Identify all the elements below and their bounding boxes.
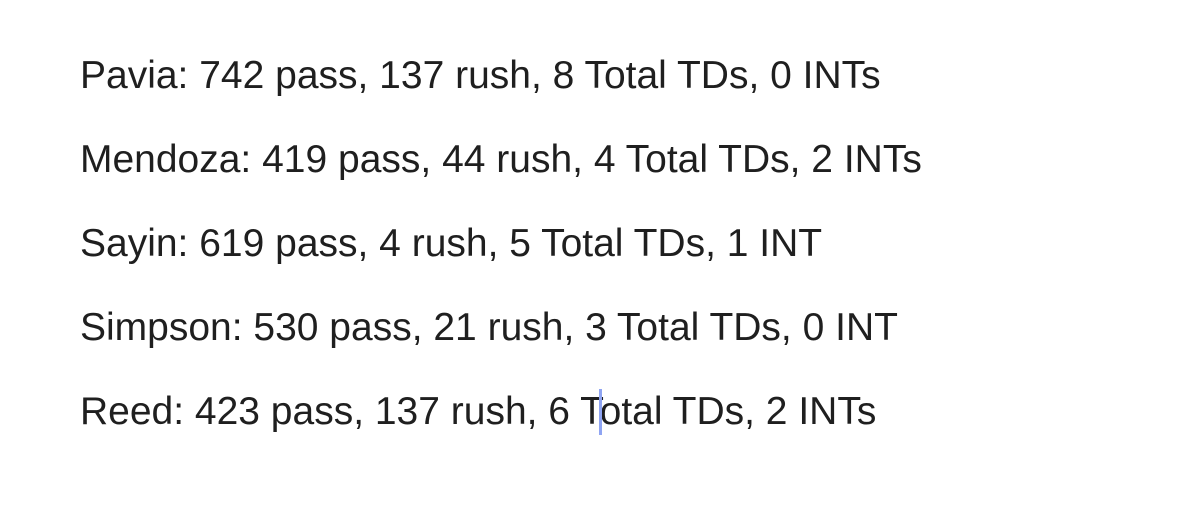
note-line: Simpson: 530 pass, 21 rush, 3 Total TDs,… — [80, 306, 898, 349]
note-line: Sayin: 619 pass, 4 rush, 5 Total TDs, 1 … — [80, 222, 823, 265]
note-line: Pavia: 742 pass, 137 rush, 8 Total TDs, … — [80, 54, 881, 97]
note-line: Mendoza: 419 pass, 44 rush, 4 Total TDs,… — [80, 138, 922, 181]
text-cursor — [598, 388, 602, 435]
note-line: Reed: 423 pass, 137 rush, 6 Total TDs, 2… — [80, 390, 877, 433]
note-body[interactable]: Pavia: 742 pass, 137 rush, 8 Total TDs, … — [80, 50, 1180, 470]
